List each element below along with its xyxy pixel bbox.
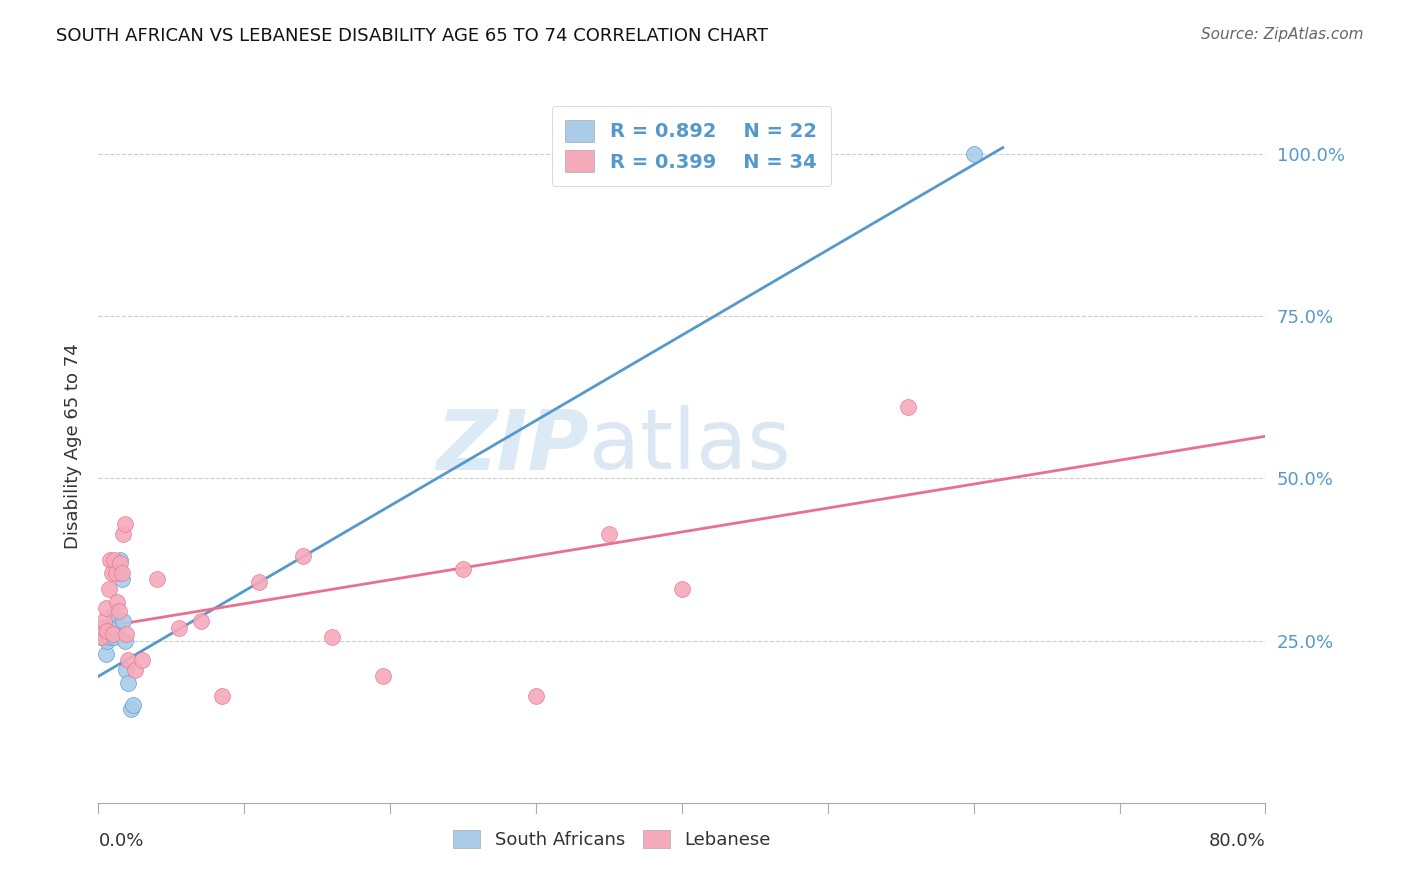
Point [100, 617, 122, 632]
Point [131, 653, 153, 667]
Point [98, 624, 121, 638]
Point [114, 516, 136, 531]
Point [101, 607, 124, 622]
Point [93, 627, 115, 641]
Point [124, 663, 146, 677]
Text: atlas: atlas [589, 406, 790, 486]
Point [98, 552, 121, 566]
Point [115, 663, 138, 677]
Point [524, 689, 547, 703]
Legend: South Africans, Lebanese: South Africans, Lebanese [444, 821, 780, 858]
Point [105, 595, 128, 609]
Point [451, 562, 474, 576]
Point [108, 604, 131, 618]
Point [112, 526, 135, 541]
Point [96, 624, 118, 638]
Text: 0.0%: 0.0% [98, 832, 143, 850]
Point [247, 575, 270, 590]
Point [120, 702, 142, 716]
Point [321, 631, 343, 645]
Point [190, 614, 212, 628]
Point [91, 621, 114, 635]
Text: SOUTH AFRICAN VS LEBANESE DISABILITY AGE 65 TO 74 CORRELATION CHART: SOUTH AFRICAN VS LEBANESE DISABILITY AGE… [56, 27, 768, 45]
Point [90, 631, 112, 645]
Point [103, 552, 125, 566]
Point [101, 627, 124, 641]
Point [115, 627, 138, 641]
Point [91, 621, 114, 635]
Point [97, 631, 120, 645]
Text: 80.0%: 80.0% [1209, 832, 1265, 850]
Point [671, 582, 693, 596]
Point [114, 633, 136, 648]
Point [371, 669, 394, 683]
Point [122, 698, 145, 713]
Point [117, 653, 139, 667]
Point [211, 689, 233, 703]
Point [110, 556, 132, 570]
Point [103, 631, 125, 645]
Point [94, 601, 117, 615]
Point [108, 566, 131, 580]
Point [104, 624, 127, 638]
Point [110, 552, 132, 566]
Point [111, 566, 134, 580]
Point [100, 566, 122, 580]
Text: Source: ZipAtlas.com: Source: ZipAtlas.com [1201, 27, 1364, 42]
Point [105, 621, 128, 635]
Y-axis label: Disability Age 65 to 74: Disability Age 65 to 74 [63, 343, 82, 549]
Point [93, 614, 115, 628]
Point [111, 572, 134, 586]
Point [167, 621, 190, 635]
Point [146, 572, 169, 586]
Point [90, 631, 112, 645]
Point [112, 614, 135, 628]
Point [291, 549, 314, 564]
Point [97, 582, 120, 596]
Point [962, 147, 984, 161]
Point [897, 400, 920, 414]
Point [104, 566, 127, 580]
Point [96, 633, 118, 648]
Point [94, 647, 117, 661]
Text: ZIP: ZIP [436, 406, 589, 486]
Point [117, 675, 139, 690]
Point [598, 526, 620, 541]
